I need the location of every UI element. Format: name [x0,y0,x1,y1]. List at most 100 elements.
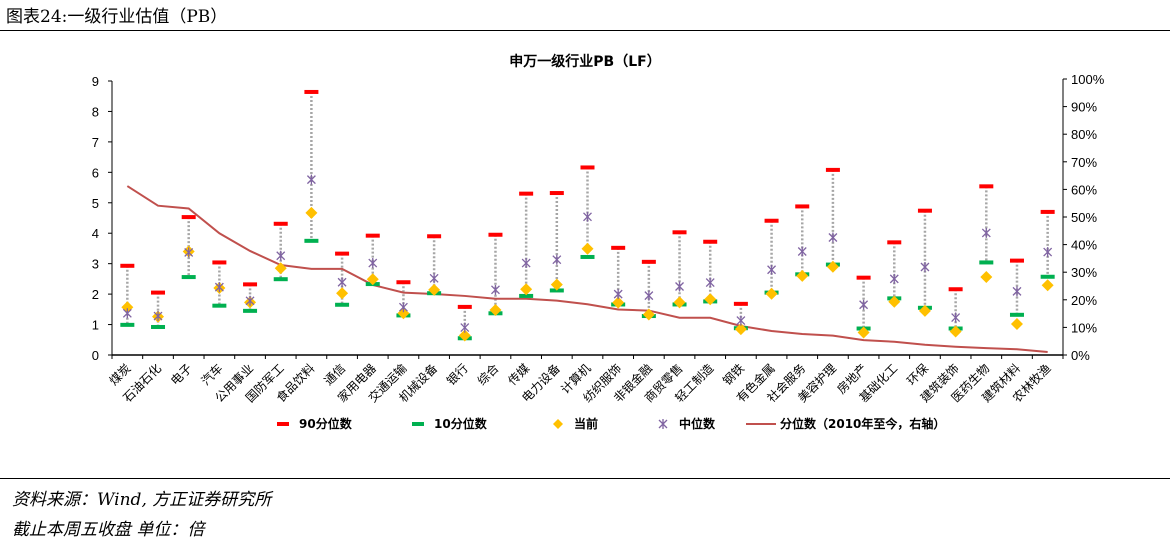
current-marker [918,304,931,317]
median-marker [981,227,991,238]
median-marker [521,258,531,269]
left-tick-label: 4 [92,226,99,241]
p90-marker [243,282,258,287]
current-marker [520,283,533,296]
median-marker [797,246,807,257]
pb-chart: 申万一级行业PB（LF） 01234567890%10%20%30%40%50%… [92,53,1105,431]
right-tick-label: 0% [1071,348,1090,363]
current-marker [366,273,379,286]
median-marker [368,258,378,269]
p10-marker [151,324,166,329]
median-marker [705,277,715,288]
category-label: 环保 [904,361,931,388]
right-tick-label: 10% [1071,320,1097,335]
p90-marker [917,208,932,213]
percentile-line [126,185,1048,353]
left-tick-label: 2 [92,287,99,302]
footer-divider [0,478,1170,479]
p90-marker [856,275,871,280]
left-tick-label: 5 [92,196,99,211]
median-marker [337,277,347,288]
category-label: 汽车 [198,361,226,389]
legend: 90分位数 10分位数 当前 中位数 分位数（2010年至今，右轴） [277,416,945,431]
chart-title: 申万一级行业PB（LF） [509,53,660,70]
median-marker [491,284,500,295]
p90-marker [611,245,626,250]
p90-marker [1040,209,1055,214]
median-marker [767,264,777,275]
category-label: 煤炭 [107,361,134,388]
p90-marker [795,204,810,209]
current-marker [704,293,717,306]
median-marker [245,295,255,306]
p10-marker [580,254,595,259]
current-marker [274,262,287,275]
figure-header: 图表24:一级行业估值（PB） [6,7,228,27]
unit-note: 截止本周五收盘 单位：倍 [12,520,205,540]
p90-marker [488,232,503,237]
current-marker [949,325,962,338]
p90-marker [181,215,196,220]
p90-marker [427,234,442,239]
median-marker [306,174,316,185]
legend-swatch [277,422,289,426]
p90-marker [549,191,564,196]
current-marker [1010,317,1023,330]
p10-marker [212,303,227,308]
median-marker [153,311,163,322]
current-marker [888,295,901,308]
category-label: 通信 [321,361,348,388]
legend-swatch [553,419,563,429]
p90-marker [151,290,166,295]
p10-marker [243,308,258,313]
median-marker [429,273,439,284]
category-label: 电子 [168,361,195,388]
left-tick-label: 6 [92,165,99,180]
median-marker [583,211,592,222]
median-marker [889,273,899,284]
current-marker [458,329,471,342]
category-label: 钢铁 [720,361,747,388]
current-marker [642,308,655,321]
current-marker [489,303,502,316]
p10-marker [120,322,135,327]
median-marker [460,322,470,333]
right-tick-label: 80% [1071,127,1097,142]
p10-marker [1040,274,1055,279]
current-marker [673,296,686,309]
p10-marker [335,302,350,307]
p90-marker [273,221,288,226]
p90-marker [979,184,994,189]
p10-marker [304,238,319,243]
current-marker [1041,279,1054,292]
right-tick-label: 100% [1071,72,1105,87]
right-tick-label: 20% [1071,293,1097,308]
p90-marker [580,165,595,170]
category-label: 综合 [474,361,502,389]
right-tick-label: 40% [1071,238,1097,253]
p90-marker [1009,258,1024,263]
p10-marker [181,275,196,280]
median-marker [1043,247,1053,258]
current-marker [765,287,778,300]
current-marker [826,260,839,273]
p90-marker [365,233,380,238]
median-marker [644,290,654,301]
current-marker [734,323,747,336]
median-marker [1012,286,1022,297]
current-marker [550,278,563,291]
left-tick-label: 9 [92,74,99,89]
p90-marker [887,240,902,245]
median-marker [276,250,286,261]
median-marker [675,281,684,292]
median-marker [398,302,408,313]
current-marker [612,296,625,309]
legend-label: 分位数（2010年至今，右轴） [780,416,945,431]
current-marker [857,326,870,339]
right-tick-label: 70% [1071,155,1097,170]
p90-marker [764,218,779,223]
legend-swatch [658,419,668,429]
current-marker [428,283,441,296]
right-tick-label: 30% [1071,265,1097,280]
median-marker [613,289,623,300]
